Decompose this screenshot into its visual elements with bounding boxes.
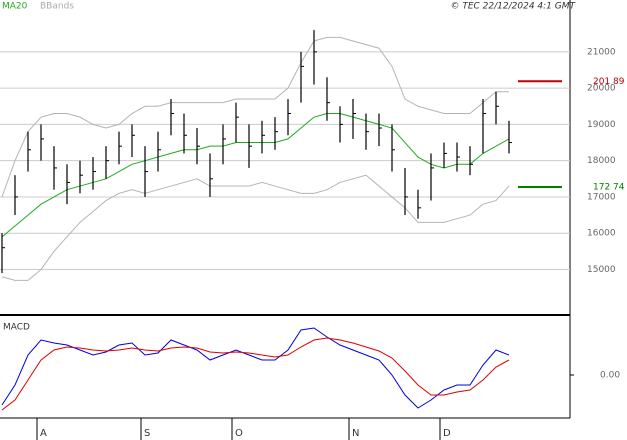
macd-tick-label: 0.00 xyxy=(600,371,620,381)
level-label: 201 89 xyxy=(593,77,625,87)
macd-title: MACD xyxy=(3,323,30,333)
y-tick-label: 21000 xyxy=(587,47,616,57)
overlay-line xyxy=(1,174,510,281)
y-tick-label: 16000 xyxy=(587,229,616,239)
legend-ma20: MA20 xyxy=(2,2,28,12)
x-tick-label: O xyxy=(235,428,243,439)
overlay-line xyxy=(1,113,510,238)
macd-line xyxy=(1,327,510,409)
legend-bbands: BBands xyxy=(40,2,74,12)
level-label: 172 74 xyxy=(593,183,625,193)
x-tick-label: N xyxy=(352,428,359,439)
y-tick-label: 18000 xyxy=(587,156,616,166)
y-tick-label: 17000 xyxy=(587,192,616,202)
x-tick-label: S xyxy=(144,428,150,439)
y-tick-label: 19000 xyxy=(587,120,616,130)
y-tick-label: 20000 xyxy=(587,84,616,94)
macd-line xyxy=(1,337,510,411)
x-tick-label: D xyxy=(443,428,451,439)
credit: © TEC 22/12/2024 4:1 GMT xyxy=(450,2,576,12)
x-tick-label: A xyxy=(40,428,47,439)
overlay-line xyxy=(1,36,509,198)
y-tick-label: 15000 xyxy=(587,265,616,275)
